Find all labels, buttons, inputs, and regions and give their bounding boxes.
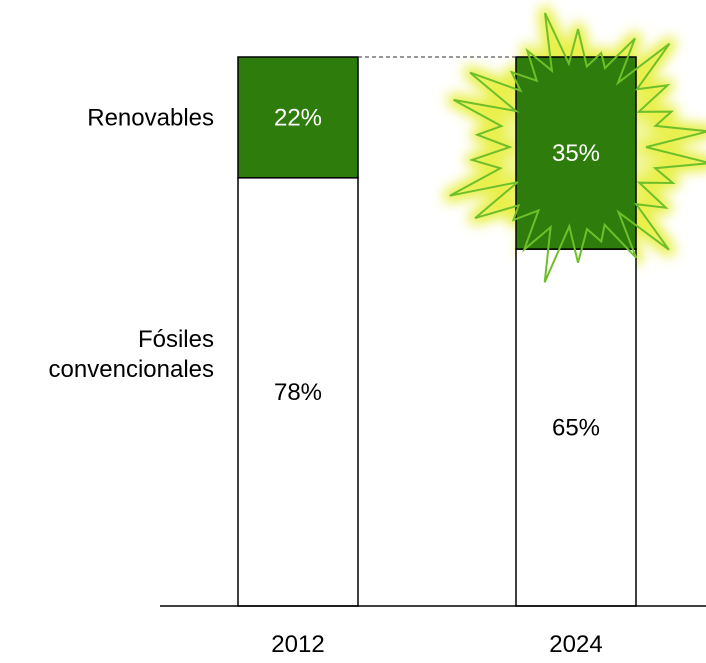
data-label-2024-1: 35% bbox=[552, 140, 600, 167]
legend-label-0-0: Fósiles bbox=[138, 326, 214, 353]
labels-layer: 78% 22% 65% 35% Fósiles convencionales Renovab… bbox=[49, 104, 600, 441]
x-tick-label-2012: 2012 bbox=[271, 631, 324, 658]
axis-layer: 2012 2024 bbox=[160, 605, 706, 658]
legend-label-1-0: Renovables bbox=[87, 104, 214, 131]
bar-segment-2024-0 bbox=[515, 248, 637, 607]
data-label-2012-1: 22% bbox=[274, 104, 322, 131]
bar-segment-2012-0 bbox=[237, 177, 359, 607]
x-tick-label-2024: 2024 bbox=[549, 631, 602, 658]
legend-label-0-1: convencionales bbox=[49, 356, 214, 383]
bars-layer bbox=[237, 56, 637, 607]
data-label-2012-0: 78% bbox=[274, 379, 322, 406]
bar-segment-2012-1 bbox=[237, 56, 359, 179]
starburst-layer bbox=[449, 12, 706, 283]
data-label-2024-0: 65% bbox=[552, 415, 600, 442]
highlight-starburst bbox=[449, 12, 706, 283]
